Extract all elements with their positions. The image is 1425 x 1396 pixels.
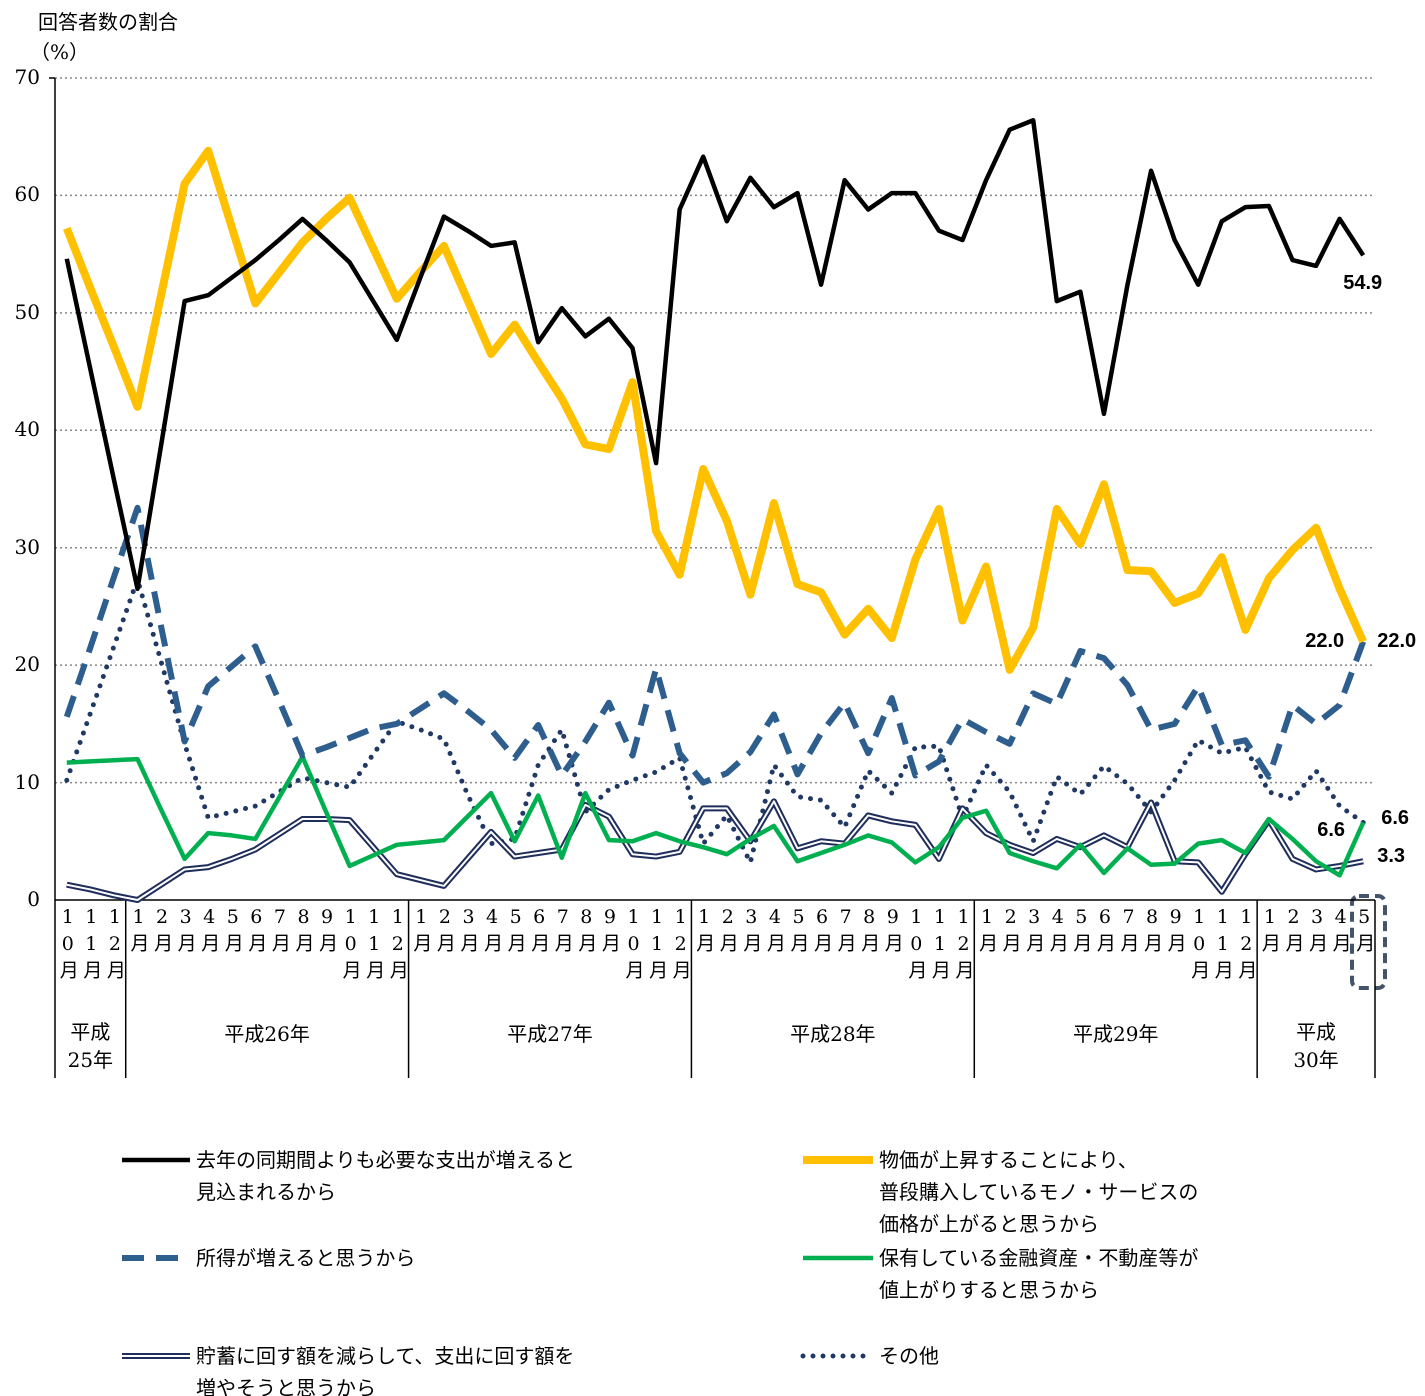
data-label: 54.9 [1343,272,1383,295]
data-label: 6.6 [1381,807,1410,830]
x-tick-label: 7月 [268,906,291,957]
year-label: 平成28年 [790,1022,876,1046]
x-tick-label: 11月 [1211,906,1234,984]
x-tick-label: 4月 [763,906,786,957]
year-label: 平成25年 [67,1020,114,1072]
y-tick-label: 30 [14,534,40,559]
x-tick-label: 5月 [221,906,244,957]
x-tick-label: 11月 [80,906,103,984]
data-label: 6.6 [1317,819,1346,842]
x-tick-label: 8月 [858,906,881,957]
series-line [64,576,1366,865]
x-tick-label: 5月 [1070,906,1093,957]
x-tick-label: 4月 [198,906,221,957]
x-tick-label: 6月 [528,906,551,957]
x-tick-label: 9月 [881,906,904,957]
x-tick-label: 12月 [669,906,692,984]
y-tick-label: 70 [14,65,40,89]
y-tick-label: 20 [14,652,40,677]
x-tick-label: 2月 [433,906,456,957]
x-tick-label: 12月 [386,906,409,984]
x-tick-label: 11月 [646,906,669,984]
y-tick-label: 0 [27,887,40,911]
x-tick-label: 1月 [410,906,433,957]
x-tick-label: 8月 [575,906,598,957]
x-tick-label: 6月 [1093,906,1116,957]
x-tick-label: 5月 [787,906,810,957]
x-tick-label: 5月 [1353,906,1376,957]
x-tick-label: 2月 [716,906,739,957]
series-line [66,754,1366,878]
x-tick-label: 3月 [174,906,197,957]
year-label: 平成26年 [224,1022,310,1046]
x-tick-label: 10月 [1188,906,1211,984]
data-label: 3.3 [1377,845,1406,868]
y-tick-label: 50 [14,299,40,324]
series-line [64,118,1366,592]
x-tick-label: 5月 [504,906,527,957]
x-tick-label: 2月 [1282,906,1305,957]
x-tick-label: 3月 [1306,906,1329,957]
x-tick-label: 7月 [551,906,574,957]
x-tick-label: 9月 [1164,906,1187,957]
y-axis-title: 回答者数の割合 [38,10,178,34]
legend-text: 所得が増えると思うから [196,1246,416,1270]
x-tick-label: 11月 [363,906,386,984]
x-tick-label: 12月 [952,906,975,984]
data-label: 22.0 [1377,629,1417,652]
series-line [63,146,1367,674]
x-tick-label: 9月 [598,906,621,957]
x-tick-label: 12月 [1235,906,1258,984]
legend-text: その他 [879,1344,939,1368]
y-tick-label: 40 [14,417,40,442]
x-tick-label: 7月 [1117,906,1140,957]
y-tick-label: 60 [14,182,40,207]
series-line-inner [66,800,1364,901]
x-tick-label: 3月 [457,906,480,957]
x-tick-label: 4月 [481,906,504,957]
legend-text: 物価が上昇することにより、 普段購入しているモノ・サービスの 価格が上がると思う… [879,1148,1199,1236]
x-tick-label: 10月 [622,906,645,984]
x-tick-label: 4月 [1046,906,1069,957]
x-tick-label: 2月 [999,906,1022,957]
year-label: 平成30年 [1293,1020,1339,1072]
legend-text: 保有している金融資産・不動産等が 値上がりすると思うから [879,1246,1199,1302]
x-tick-label: 9月 [316,906,339,957]
x-tick-label: 1月 [976,906,999,957]
x-tick-label: 10月 [905,906,928,984]
x-tick-label: 3月 [740,906,763,957]
legend-text: 去年の同期間よりも必要な支出が増えると 見込まれるから [196,1148,575,1204]
x-tick-label: 11月 [928,906,951,984]
y-axis-unit: （%） [30,40,90,64]
x-tick-label: 3月 [1023,906,1046,957]
x-tick-label: 12月 [103,906,126,984]
x-tick-label: 8月 [1141,906,1164,957]
year-label: 平成27年 [507,1022,593,1046]
highlight-box [1350,894,1387,990]
year-label: 平成29年 [1072,1022,1159,1046]
y-tick-label: 10 [14,769,40,794]
data-label: 22.0 [1305,629,1345,652]
legend-text: 貯蓄に回す額を減らして、支出に回す額を 増やそうと思うから [196,1344,575,1396]
x-tick-label: 1月 [693,906,716,957]
x-tick-label: 10月 [339,906,362,984]
x-tick-label: 1月 [1258,906,1281,957]
series-line [63,504,1367,786]
x-tick-label: 6月 [811,906,834,957]
x-tick-label: 6月 [245,906,268,957]
x-tick-label: 10月 [56,906,79,984]
x-tick-label: 1月 [127,906,150,957]
x-tick-label: 2月 [151,906,174,957]
x-tick-label: 8月 [292,906,315,957]
x-tick-label: 4月 [1329,906,1352,957]
x-tick-label: 7月 [834,906,857,957]
